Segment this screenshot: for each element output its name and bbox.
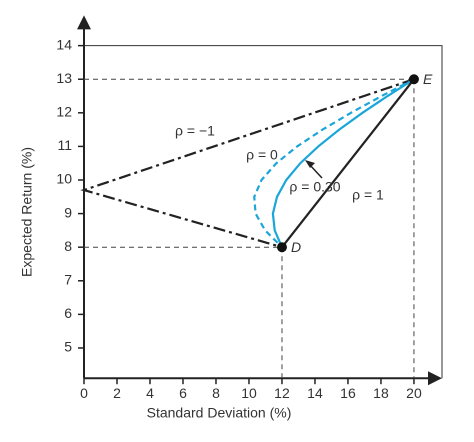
point-label: E: [423, 71, 433, 87]
x-tick-label: 6: [179, 385, 187, 401]
series-label: ρ = −1: [175, 123, 215, 139]
x-tick-label: 14: [307, 385, 323, 401]
x-tick-label: 12: [274, 385, 290, 401]
y-tick-label: 10: [56, 171, 72, 187]
point: [408, 74, 419, 85]
y-tick-label: 6: [64, 305, 72, 321]
series-line: [80, 78, 415, 249]
frame: [84, 45, 443, 379]
x-tick-label: 20: [406, 385, 422, 401]
y-axis-title: Expected Return (%): [19, 147, 35, 277]
x-tick-label: 4: [146, 385, 154, 401]
y-tick-label: 12: [56, 104, 72, 120]
y-tick-label: 5: [64, 339, 72, 355]
y-tick-label: 13: [56, 70, 72, 86]
guide-line: [84, 78, 415, 379]
x-tick-label: 8: [212, 385, 220, 401]
x-axis-title: Standard Deviation (%): [147, 405, 292, 421]
y-tick-label: 8: [64, 238, 72, 254]
series-label: ρ = 0.30: [289, 179, 340, 195]
series-line: [253, 78, 415, 248]
guide-line: [84, 246, 283, 379]
point: [276, 242, 287, 253]
y-tick-label: 7: [64, 271, 72, 287]
point-label: D: [291, 239, 301, 255]
x-tick-label: 10: [241, 385, 257, 401]
x-tick-label: 0: [80, 385, 88, 401]
series-label: ρ = 0: [246, 147, 278, 163]
x-tick-label: 18: [373, 385, 389, 401]
x-tick-label: 2: [113, 385, 121, 401]
y-tick-label: 11: [57, 137, 72, 153]
y-tick-label: 14: [56, 36, 72, 52]
x-tick-label: 16: [340, 385, 356, 401]
series-label: ρ = 1: [352, 187, 384, 203]
annotation-arrowhead: [305, 160, 315, 168]
x-arrow: [428, 371, 442, 386]
series-line: [281, 78, 415, 248]
series-line: [271, 78, 415, 248]
y-arrow: [77, 15, 91, 30]
y-tick-label: 9: [64, 204, 72, 220]
